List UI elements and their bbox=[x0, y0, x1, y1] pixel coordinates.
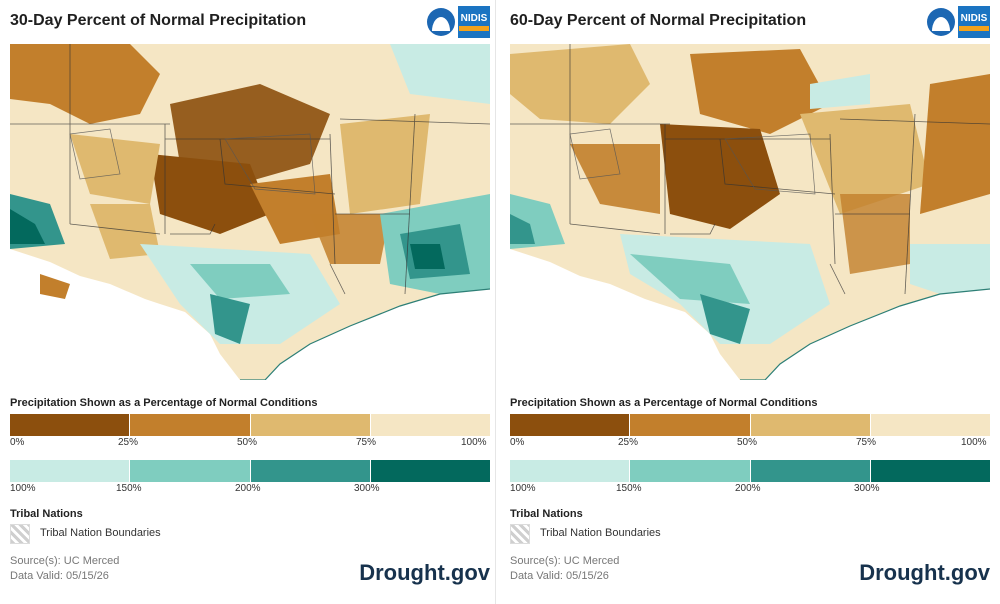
wet-bin-150-200 bbox=[129, 460, 250, 482]
tribal-hatch-icon bbox=[510, 524, 530, 544]
source-text: Source(s): UC Merced bbox=[510, 555, 620, 567]
wet-bin-150-200 bbox=[629, 460, 750, 482]
dry-tick-100: 100% bbox=[461, 437, 487, 448]
noaa-logo-icon bbox=[927, 8, 955, 36]
noaa-logo-icon bbox=[427, 8, 455, 36]
legend-title: Precipitation Shown as a Percentage of N… bbox=[10, 397, 318, 409]
dry-bin-25-50 bbox=[629, 414, 750, 436]
dry-bin-50-75 bbox=[749, 414, 870, 436]
dry-color-bar bbox=[510, 414, 990, 436]
wet-bin-300-plus bbox=[369, 460, 490, 482]
drought-gov-brand[interactable]: Drought.gov bbox=[359, 560, 490, 585]
wet-tick-100: 100% bbox=[10, 483, 36, 494]
wet-color-bar bbox=[510, 460, 990, 482]
map-title: 60-Day Percent of Normal Precipitation bbox=[510, 12, 807, 29]
dry-tick-0: 0% bbox=[10, 437, 25, 448]
wet-bin-100-150 bbox=[10, 460, 130, 482]
source-text: Source(s): UC Merced bbox=[10, 555, 120, 567]
tribal-title: Tribal Nations bbox=[10, 508, 83, 520]
nidis-logo-icon: NIDIS bbox=[458, 6, 490, 38]
logos: NIDIS bbox=[427, 6, 490, 38]
wet-tick-150: 150% bbox=[116, 483, 142, 494]
wet-tick-150: 150% bbox=[616, 483, 642, 494]
wet-color-bar bbox=[10, 460, 490, 482]
panel-30-day: 30-Day Percent of Normal Precipitation N… bbox=[0, 0, 490, 604]
dry-tick-75: 75% bbox=[356, 437, 377, 448]
dry-bin-0-25 bbox=[10, 414, 130, 436]
dry-tick-100: 100% bbox=[961, 437, 987, 448]
wet-tick-300: 300% bbox=[354, 483, 380, 494]
wet-bin-200-300 bbox=[749, 460, 870, 482]
dry-tick-25: 25% bbox=[118, 437, 139, 448]
wet-bin-100-150 bbox=[510, 460, 630, 482]
data-valid-text: Data Valid: 05/15/26 bbox=[510, 570, 609, 582]
precipitation-map bbox=[510, 44, 990, 380]
precipitation-map bbox=[10, 44, 490, 380]
dry-bin-25-50 bbox=[129, 414, 250, 436]
logos: NIDIS bbox=[927, 6, 990, 38]
legend-title: Precipitation Shown as a Percentage of N… bbox=[510, 397, 818, 409]
dry-bin-75-100 bbox=[369, 414, 490, 436]
dry-bin-50-75 bbox=[249, 414, 370, 436]
wet-tick-300: 300% bbox=[854, 483, 880, 494]
data-valid-text: Data Valid: 05/15/26 bbox=[10, 570, 109, 582]
dry-bin-0-25 bbox=[510, 414, 630, 436]
tribal-label: Tribal Nation Boundaries bbox=[40, 527, 161, 539]
map-title: 30-Day Percent of Normal Precipitation bbox=[10, 12, 307, 29]
panel-60-day: 60-Day Percent of Normal Precipitation N… bbox=[500, 0, 990, 604]
wet-tick-200: 200% bbox=[735, 483, 761, 494]
dry-tick-25: 25% bbox=[618, 437, 639, 448]
wet-tick-100: 100% bbox=[510, 483, 536, 494]
panel-divider bbox=[495, 0, 496, 604]
drought-gov-brand[interactable]: Drought.gov bbox=[859, 560, 990, 585]
dry-tick-75: 75% bbox=[856, 437, 877, 448]
dry-tick-50: 50% bbox=[237, 437, 258, 448]
tribal-title: Tribal Nations bbox=[510, 508, 583, 520]
dry-tick-0: 0% bbox=[510, 437, 525, 448]
nidis-logo-icon: NIDIS bbox=[958, 6, 990, 38]
tribal-label: Tribal Nation Boundaries bbox=[540, 527, 661, 539]
dry-color-bar bbox=[10, 414, 490, 436]
wet-bin-200-300 bbox=[249, 460, 370, 482]
dry-bin-75-100 bbox=[869, 414, 990, 436]
wet-bin-300-plus bbox=[869, 460, 990, 482]
dry-tick-50: 50% bbox=[737, 437, 758, 448]
wet-tick-200: 200% bbox=[235, 483, 261, 494]
tribal-hatch-icon bbox=[10, 524, 30, 544]
